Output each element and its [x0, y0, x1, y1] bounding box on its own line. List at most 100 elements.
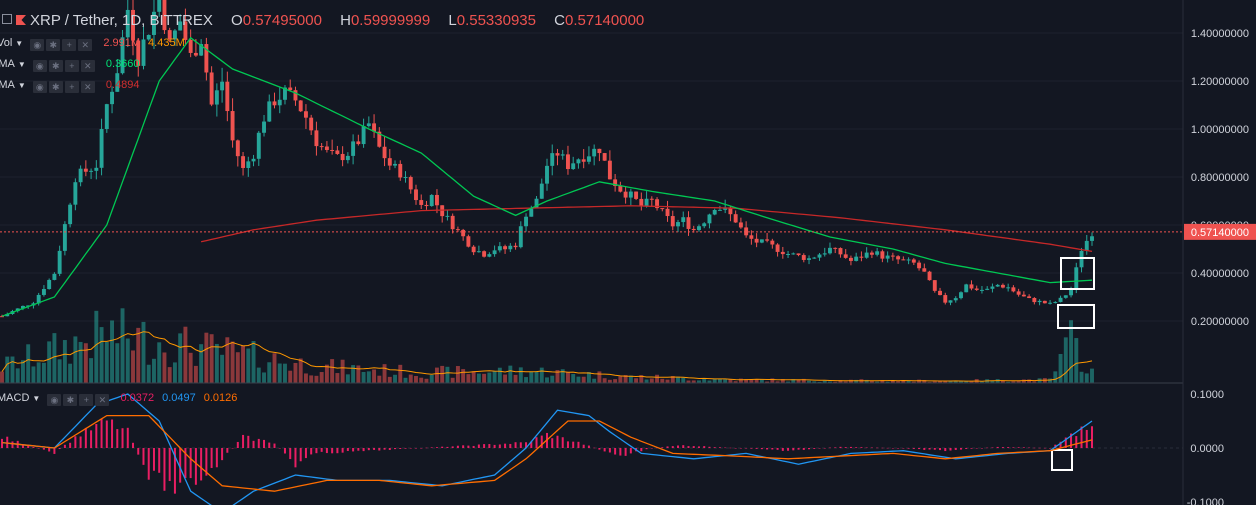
macd-hist-bar: [718, 447, 721, 448]
collapse-icon[interactable]: [2, 14, 12, 24]
volume-bar: [403, 377, 408, 383]
volume-bar: [896, 381, 901, 383]
macd-hist-bar: [53, 448, 56, 454]
indicator-ema-fast[interactable]: EMA▼ ◉✱+✕ 0.3660: [0, 58, 140, 72]
candle-body: [529, 207, 534, 217]
macd-hist-bar: [828, 447, 831, 449]
macd-hist-bar: [315, 448, 318, 454]
symbol-title[interactable]: XRP / Tether, 1D, BITTREX: [30, 12, 213, 29]
candle-body: [890, 255, 895, 257]
volume-bar: [303, 373, 308, 383]
macd-hist-bar: [682, 445, 685, 448]
macd-hist-bar: [1059, 441, 1062, 448]
plus-icon[interactable]: +: [62, 39, 77, 51]
macd-hist-bar: [331, 448, 334, 454]
close-value: 0.57140000: [565, 12, 645, 29]
macd-hist-bar: [1, 438, 3, 448]
close-icon[interactable]: ✕: [80, 60, 95, 72]
eye-icon[interactable]: ◉: [30, 39, 45, 51]
chevron-down-icon[interactable]: ▼: [17, 60, 26, 69]
candle-body: [356, 141, 361, 145]
gear-icon[interactable]: ✱: [48, 81, 63, 93]
candle-body: [424, 204, 429, 207]
volume-bar: [660, 378, 665, 383]
macd-hist-bar: [739, 448, 742, 449]
indicator-volume-name[interactable]: Vol: [0, 37, 13, 49]
macd-hist-bar: [944, 448, 947, 452]
volume-bar: [770, 378, 775, 383]
volume-bar: [120, 308, 125, 383]
candle-body: [765, 239, 770, 241]
price-tick-label: 0.40000000: [1191, 268, 1249, 280]
candle-body: [141, 39, 146, 66]
volume-bar: [712, 378, 717, 383]
volume-bar: [1069, 320, 1073, 383]
macd-signal-line: [1, 414, 1093, 492]
candle-body: [1090, 236, 1094, 241]
gear-icon[interactable]: ✱: [63, 394, 78, 406]
close-icon[interactable]: ✕: [95, 394, 110, 406]
eye-icon[interactable]: ◉: [47, 394, 62, 406]
macd-axis[interactable]: 0.1000 0.0000 -0.1000: [1187, 389, 1224, 505]
macd-hist-bar: [215, 448, 218, 468]
gear-icon[interactable]: ✱: [46, 39, 61, 51]
volume-bar: [471, 371, 476, 383]
candle-body: [482, 251, 487, 257]
macd-hist-bar: [823, 448, 826, 449]
indicator-macd-name[interactable]: MACD: [0, 392, 30, 404]
gear-icon[interactable]: ✱: [48, 60, 63, 72]
candle-body: [361, 126, 366, 145]
plus-icon[interactable]: +: [64, 81, 79, 93]
volume-bar: [199, 344, 204, 383]
close-icon[interactable]: ✕: [80, 81, 95, 93]
volume-bar: [508, 365, 513, 383]
ema-fast-value: 0.3660: [105, 58, 140, 70]
eye-icon[interactable]: ◉: [32, 60, 47, 72]
volume-bar: [256, 367, 261, 383]
macd-hist-bar: [493, 444, 496, 448]
macd-hist-bar: [834, 447, 837, 448]
chevron-down-icon[interactable]: ▼: [32, 394, 41, 403]
indicator-ema-fast-name[interactable]: EMA: [0, 58, 15, 70]
volume-bar: [283, 363, 287, 383]
indicator-ema-slow[interactable]: EMA▼ ◉✱+✕ 0.4894: [0, 79, 140, 93]
volume-bar: [366, 371, 371, 383]
chevron-down-icon[interactable]: ▼: [15, 39, 24, 48]
indicator-macd[interactable]: MACD ▼ ◉ ✱ + ✕ 0.0372 0.0497 0.0126: [0, 392, 237, 406]
macd-hist-bar: [561, 437, 564, 448]
volume-bar: [62, 340, 67, 383]
candle-body: [1000, 284, 1005, 288]
macd-hist-bar: [100, 418, 103, 448]
candle-body: [41, 289, 46, 295]
macd-hist-bar: [975, 448, 978, 449]
macd-hist-bar: [346, 448, 349, 451]
volume-bar: [854, 379, 859, 383]
candle-body: [697, 226, 701, 231]
chevron-down-icon[interactable]: ▼: [17, 81, 26, 90]
macd-hist-bar: [755, 448, 758, 449]
volume-bar: [922, 379, 927, 383]
volume-bar: [309, 375, 314, 383]
candle-body: [241, 156, 246, 168]
macd-hist-bar: [745, 448, 748, 449]
volume-bar: [188, 352, 193, 383]
close-icon[interactable]: ✕: [78, 39, 93, 51]
indicator-ema-slow-name[interactable]: EMA: [0, 79, 15, 91]
plus-icon[interactable]: +: [64, 60, 79, 72]
indicator-volume[interactable]: Vol ▼ ◉ ✱ + ✕ 2.991M 4.435M: [0, 37, 185, 51]
candle-body: [1037, 300, 1042, 303]
macd-hist-bar: [1033, 447, 1036, 449]
plus-icon[interactable]: +: [79, 394, 94, 406]
macd-hist-bar: [629, 448, 632, 454]
macd-hist-bar: [27, 445, 30, 448]
candle-body: [125, 9, 130, 38]
macd-hist-bar: [844, 447, 847, 448]
candle-body: [408, 177, 413, 190]
volume-bar: [476, 373, 481, 383]
price-axis[interactable]: 1.40000000 1.20000000 1.00000000 0.80000000…: [1184, 28, 1256, 328]
candle-body: [1079, 250, 1084, 268]
macd-signal-value: 0.0126: [203, 392, 238, 404]
volume-bar: [361, 371, 366, 383]
eye-icon[interactable]: ◉: [32, 81, 47, 93]
